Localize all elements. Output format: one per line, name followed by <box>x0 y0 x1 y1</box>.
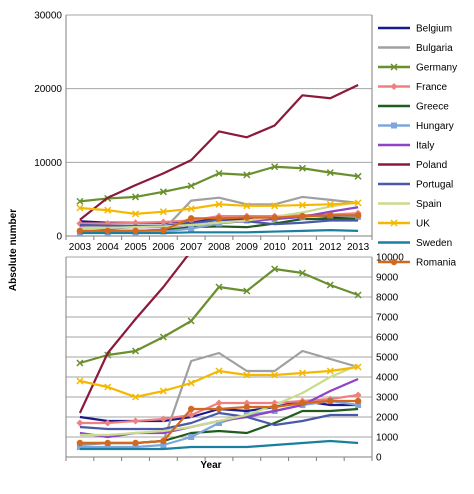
x-tick-label: 2004 <box>97 242 120 253</box>
data-point-romania <box>160 227 166 233</box>
legend-label-spain: Spain <box>416 199 442 210</box>
y-tick-label-bottom: 0 <box>376 453 382 464</box>
y-tick-label-bottom: 4000 <box>376 373 399 384</box>
data-point-hungary <box>188 226 194 232</box>
y-tick-label-bottom: 2000 <box>376 413 399 424</box>
legend-label-germany: Germany <box>416 63 457 74</box>
y-tick-label-bottom: 3000 <box>376 393 399 404</box>
data-point-romania <box>271 214 277 220</box>
data-point-romania <box>355 398 361 404</box>
series-group-top <box>76 85 361 235</box>
y-tick-label-bottom: 1000 <box>376 433 399 444</box>
data-point-france <box>132 418 139 425</box>
data-point-romania <box>327 212 333 218</box>
legend-label-poland: Poland <box>416 160 447 171</box>
data-point-romania <box>105 228 111 234</box>
y-tick-label-bottom: 6000 <box>376 333 399 344</box>
x-tick-label: 2011 <box>292 242 314 253</box>
series-line-germany <box>80 269 358 363</box>
data-point-romania <box>105 440 111 446</box>
x-tick-label: 2008 <box>208 242 231 253</box>
y-tick-label-bottom: 7000 <box>376 313 399 324</box>
x-tick-label: 2007 <box>180 242 203 253</box>
legend-label-belgium: Belgium <box>416 24 452 35</box>
x-tick-label: 2003 <box>69 242 92 253</box>
legend-label-hungary: Hungary <box>416 121 454 132</box>
y-axis-label: Absolute number <box>8 209 19 291</box>
legend-label-italy: Italy <box>416 141 434 152</box>
x-tick-label: 2006 <box>152 242 175 253</box>
data-point-romania <box>77 440 83 446</box>
data-point-france <box>76 420 83 427</box>
legend-marker-hungary <box>391 123 397 129</box>
data-point-romania <box>355 212 361 218</box>
data-point-romania <box>299 400 305 406</box>
data-point-romania <box>327 398 333 404</box>
data-point-france <box>216 400 223 407</box>
x-tick-label: 2012 <box>319 242 342 253</box>
data-point-romania <box>244 404 250 410</box>
data-point-romania <box>77 228 83 234</box>
x-tick-label: 2010 <box>264 242 287 253</box>
data-point-romania <box>216 215 222 221</box>
series-line-poland <box>80 85 358 220</box>
data-point-romania <box>271 404 277 410</box>
y-tick-label-top: 0 <box>56 232 62 243</box>
y-tick-label-bottom: 5000 <box>376 353 399 364</box>
legend-label-uk: UK <box>416 219 430 230</box>
x-axis-label: Year <box>200 460 221 471</box>
legend-label-romania: Romania <box>416 258 456 269</box>
x-tick-label: 2005 <box>124 242 147 253</box>
x-tick-label: 2009 <box>236 242 259 253</box>
legend: Belgium Bulgaria Germany France Greece Hungar… <box>378 24 457 269</box>
series-line-germany <box>80 167 358 202</box>
legend-label-greece: Greece <box>416 102 449 113</box>
y-tick-label-bottom: 9000 <box>376 273 399 284</box>
data-point-romania <box>188 406 194 412</box>
x-tick-label: 2013 <box>347 242 370 253</box>
y-tick-label-top: 10000 <box>34 158 62 169</box>
y-tick-label-top: 20000 <box>34 84 62 95</box>
y-tick-label-top: 30000 <box>34 11 62 22</box>
legend-label-sweden: Sweden <box>416 238 452 249</box>
top-panel: 0 10000 20000 30000 2003 2004 2005 2006 2007 2008… <box>34 11 372 254</box>
data-point-romania <box>132 228 138 234</box>
legend-label-france: France <box>416 82 448 93</box>
y-tick-label-bottom: 8000 <box>376 293 399 304</box>
data-point-romania <box>216 406 222 412</box>
legend-label-portugal: Portugal <box>416 180 453 191</box>
data-point-romania <box>132 440 138 446</box>
data-point-romania <box>244 214 250 220</box>
legend-marker-france <box>391 83 398 90</box>
legend-marker-romania <box>391 259 397 265</box>
data-point-romania <box>160 438 166 444</box>
data-point-hungary <box>188 434 194 440</box>
bottom-panel: 0100020003000400050006000700080009000100… <box>66 47 404 464</box>
legend-label-bulgaria: Bulgaria <box>416 43 453 54</box>
data-point-romania <box>299 213 305 219</box>
data-point-romania <box>188 215 194 221</box>
